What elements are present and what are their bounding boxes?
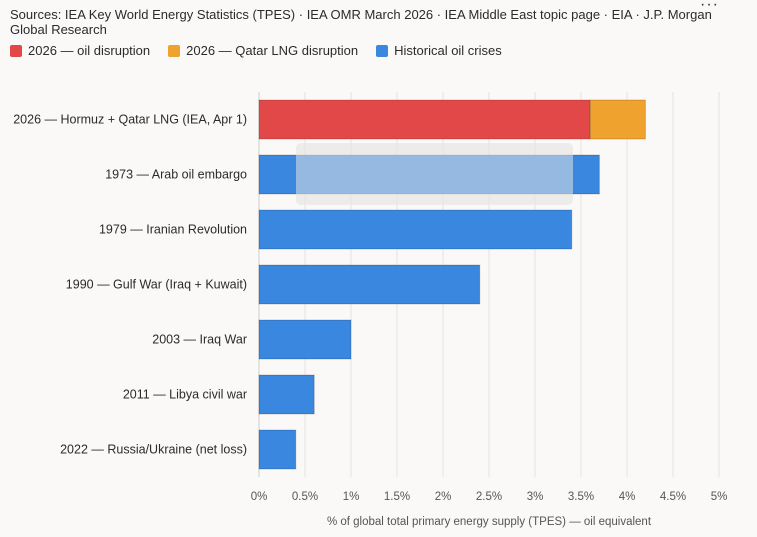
bar[interactable] (258, 264, 481, 305)
x-tick-label: 3.5% (568, 491, 594, 503)
tooltip-ghost (296, 143, 573, 205)
category-label: 1979 — Iranian Revolution (99, 223, 247, 237)
legend-item-lng-disruption[interactable]: 2026 — Qatar LNG disruption (168, 43, 358, 58)
x-tick-label: 2% (435, 491, 452, 503)
x-tick-label: 5% (711, 491, 728, 503)
more-options-icon[interactable]: ··· (700, 0, 719, 13)
x-tick-label: 4% (619, 491, 636, 503)
legend-item-oil-disruption[interactable]: 2026 — oil disruption (10, 43, 150, 58)
sources-caption: Sources: IEA Key World Energy Statistics… (10, 7, 712, 37)
category-label: 2011 — Libya civil war (123, 388, 247, 402)
category-label: 2026 — Hormuz + Qatar LNG (IEA, Apr 1) (13, 113, 247, 127)
legend-swatch-oil-disruption (10, 44, 22, 57)
bar[interactable] (258, 374, 315, 415)
category-label: 1990 — Gulf War (Iraq + Kuwait) (66, 278, 247, 292)
bar[interactable] (258, 429, 297, 470)
legend-swatch-historical (376, 44, 389, 57)
bar[interactable] (258, 319, 352, 360)
x-axis-title: % of global total primary energy supply … (327, 516, 652, 528)
x-tick-label: 1.5% (384, 491, 410, 503)
x-tick-label: 1% (343, 491, 360, 503)
bar[interactable] (258, 99, 591, 140)
x-tick-label: 3% (527, 491, 544, 503)
legend-label-oil-disruption: 2026 — oil disruption (28, 43, 151, 58)
legend-swatch-lng-disruption (168, 44, 181, 57)
x-tick-label: 4.5% (660, 491, 686, 503)
category-label: 2003 — Iraq War (152, 333, 247, 347)
bar[interactable] (258, 209, 573, 250)
chart-legend: 2026 — oil disruption 2026 — Qatar LNG d… (10, 43, 502, 58)
legend-item-historical[interactable]: Historical oil crises (376, 43, 502, 58)
x-tick-label: 2.5% (476, 491, 502, 503)
category-label: 2022 — Russia/Ukraine (net loss) (60, 443, 247, 457)
legend-label-historical: Historical oil crises (394, 43, 502, 58)
x-tick-label: 0% (251, 491, 268, 503)
x-tick-label: 0.5% (292, 491, 318, 503)
legend-label-lng-disruption: 2026 — Qatar LNG disruption (186, 43, 359, 58)
bar[interactable] (589, 99, 646, 140)
category-label: 1973 — Arab oil embargo (105, 168, 247, 182)
